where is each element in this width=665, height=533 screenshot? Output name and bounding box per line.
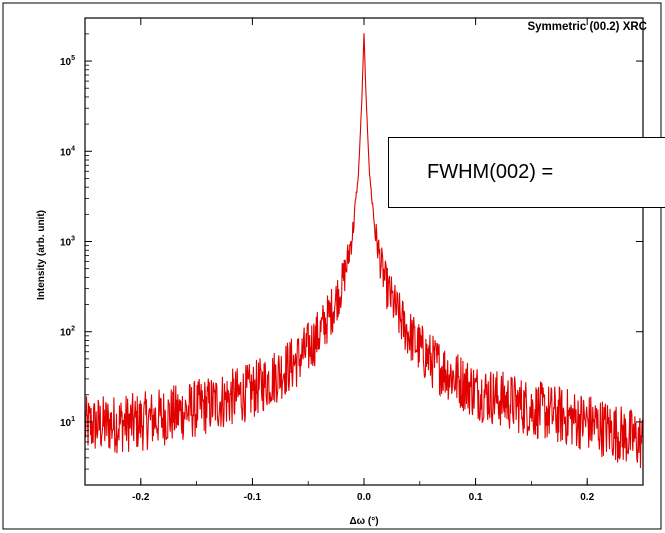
x-axis-label: Δω (°) xyxy=(349,516,378,527)
data-series-line xyxy=(84,33,644,469)
x-tick-label: 0.0 xyxy=(357,492,371,503)
y-tick-base: 10 xyxy=(60,147,72,158)
y-tick-exponent: 5 xyxy=(71,55,75,62)
y-tick-base: 10 xyxy=(60,418,72,429)
y-tick-label: 104 xyxy=(60,145,75,158)
y-axis-label: Intensity (arb. unit) xyxy=(36,210,47,300)
fwhm-annotation: FWHM(002) = xyxy=(388,137,665,208)
y-tick-label: 101 xyxy=(60,416,75,429)
y-tick-exponent: 4 xyxy=(71,145,75,152)
y-tick-base: 10 xyxy=(60,237,72,248)
y-tick-label: 103 xyxy=(60,235,75,248)
y-tick-exponent: 1 xyxy=(71,416,75,423)
x-tick-label: -0.1 xyxy=(244,492,262,503)
x-tick-label: 0.2 xyxy=(580,492,594,503)
y-tick-base: 10 xyxy=(60,328,72,339)
chart-title: Symmetric (00.2) XRC xyxy=(527,21,647,33)
x-tick-label: -0.2 xyxy=(132,492,150,503)
x-tick-label: 0.1 xyxy=(469,492,483,503)
y-tick-exponent: 2 xyxy=(71,326,75,333)
y-tick-base: 10 xyxy=(60,57,72,68)
y-tick-exponent: 3 xyxy=(71,235,75,242)
y-tick-label: 105 xyxy=(60,55,75,68)
y-tick-label: 102 xyxy=(60,326,75,339)
